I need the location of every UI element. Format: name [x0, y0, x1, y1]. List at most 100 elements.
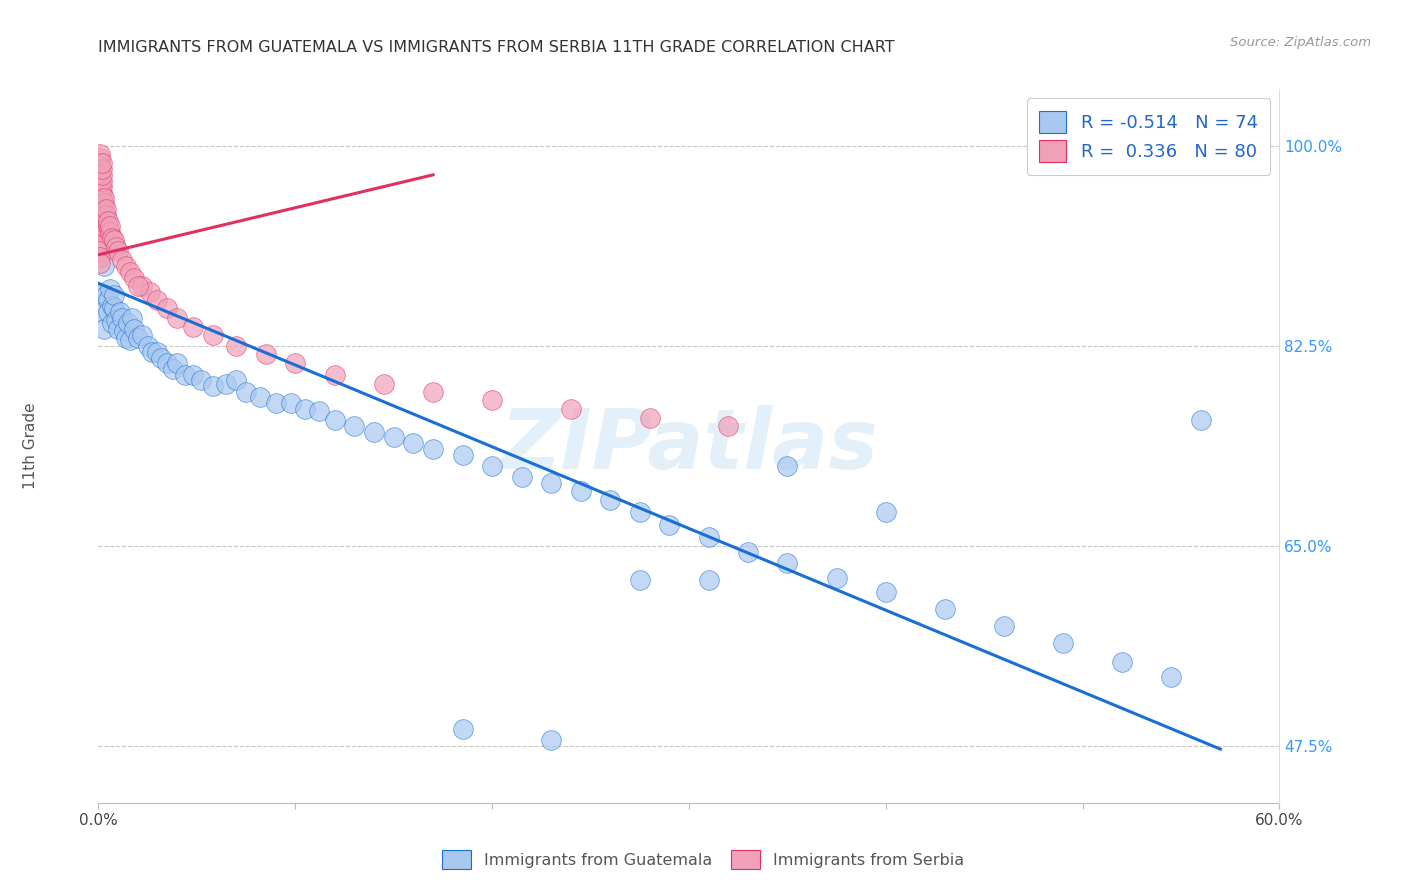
- Point: [628, 505, 651, 519]
- Point: [89, 208, 111, 222]
- Point: [91, 208, 114, 222]
- Point: [105, 313, 128, 327]
- Point: [122, 322, 145, 336]
- Point: [190, 373, 212, 387]
- Point: [294, 401, 316, 416]
- Point: [737, 544, 759, 558]
- Point: [875, 505, 897, 519]
- Text: 11th Grade: 11th Grade: [24, 402, 38, 490]
- Point: [1052, 636, 1074, 650]
- Point: [89, 204, 111, 219]
- Point: [121, 310, 143, 325]
- Point: [166, 310, 188, 325]
- Point: [89, 187, 111, 202]
- Point: [1111, 656, 1133, 670]
- Point: [89, 179, 111, 194]
- Point: [569, 484, 592, 499]
- Point: [422, 384, 444, 399]
- Point: [308, 404, 330, 418]
- Point: [363, 425, 385, 439]
- Point: [115, 259, 138, 273]
- Point: [93, 219, 115, 234]
- Point: [1160, 670, 1182, 684]
- Point: [181, 368, 204, 382]
- Point: [638, 411, 661, 425]
- Point: [105, 240, 128, 254]
- Point: [98, 225, 121, 239]
- Point: [112, 324, 135, 338]
- Point: [89, 185, 111, 199]
- Point: [254, 347, 277, 361]
- Point: [451, 448, 474, 462]
- Point: [89, 227, 111, 242]
- Point: [91, 213, 114, 227]
- Point: [201, 327, 224, 342]
- Point: [91, 168, 114, 182]
- Point: [225, 339, 247, 353]
- Point: [93, 208, 115, 222]
- Text: IMMIGRANTS FROM GUATEMALA VS IMMIGRANTS FROM SERBIA 11TH GRADE CORRELATION CHART: IMMIGRANTS FROM GUATEMALA VS IMMIGRANTS …: [98, 40, 896, 55]
- Point: [91, 156, 114, 170]
- Point: [166, 356, 188, 370]
- Point: [131, 327, 153, 342]
- Point: [323, 413, 346, 427]
- Point: [201, 379, 224, 393]
- Point: [162, 362, 184, 376]
- Point: [382, 430, 405, 444]
- Point: [540, 733, 562, 747]
- Point: [108, 305, 131, 319]
- Point: [89, 244, 111, 259]
- Point: [111, 253, 134, 268]
- Point: [97, 305, 120, 319]
- Point: [91, 191, 114, 205]
- Point: [284, 356, 307, 370]
- Point: [91, 196, 114, 211]
- Point: [481, 458, 503, 473]
- Point: [89, 164, 111, 178]
- Point: [89, 176, 111, 190]
- Point: [91, 202, 114, 216]
- Point: [93, 259, 115, 273]
- Point: [89, 202, 111, 216]
- Point: [422, 442, 444, 456]
- Point: [156, 301, 179, 316]
- Point: [98, 282, 121, 296]
- Point: [510, 470, 533, 484]
- Point: [93, 191, 115, 205]
- Point: [118, 334, 141, 348]
- Text: Source: ZipAtlas.com: Source: ZipAtlas.com: [1230, 36, 1371, 49]
- Point: [1189, 413, 1212, 427]
- Point: [122, 270, 145, 285]
- Point: [127, 331, 149, 345]
- Point: [98, 219, 121, 234]
- Point: [156, 356, 179, 370]
- Point: [91, 162, 114, 177]
- Point: [89, 170, 111, 185]
- Point: [697, 530, 720, 544]
- Point: [107, 322, 129, 336]
- Point: [93, 202, 115, 216]
- Point: [89, 287, 111, 301]
- Point: [825, 571, 848, 585]
- Point: [96, 287, 118, 301]
- Point: [89, 238, 111, 252]
- Point: [146, 344, 169, 359]
- Point: [89, 233, 111, 247]
- Point: [481, 392, 503, 407]
- Point: [97, 219, 120, 234]
- Legend: Immigrants from Guatemala, Immigrants from Serbia: Immigrants from Guatemala, Immigrants fr…: [436, 844, 970, 875]
- Point: [101, 316, 124, 330]
- Point: [89, 173, 111, 187]
- Point: [141, 344, 163, 359]
- Point: [373, 376, 395, 391]
- Point: [97, 213, 120, 227]
- Point: [103, 233, 125, 247]
- Point: [875, 584, 897, 599]
- Point: [249, 391, 271, 405]
- Point: [225, 373, 247, 387]
- Point: [93, 322, 115, 336]
- Point: [181, 319, 204, 334]
- Point: [776, 458, 799, 473]
- Point: [343, 419, 366, 434]
- Point: [560, 401, 582, 416]
